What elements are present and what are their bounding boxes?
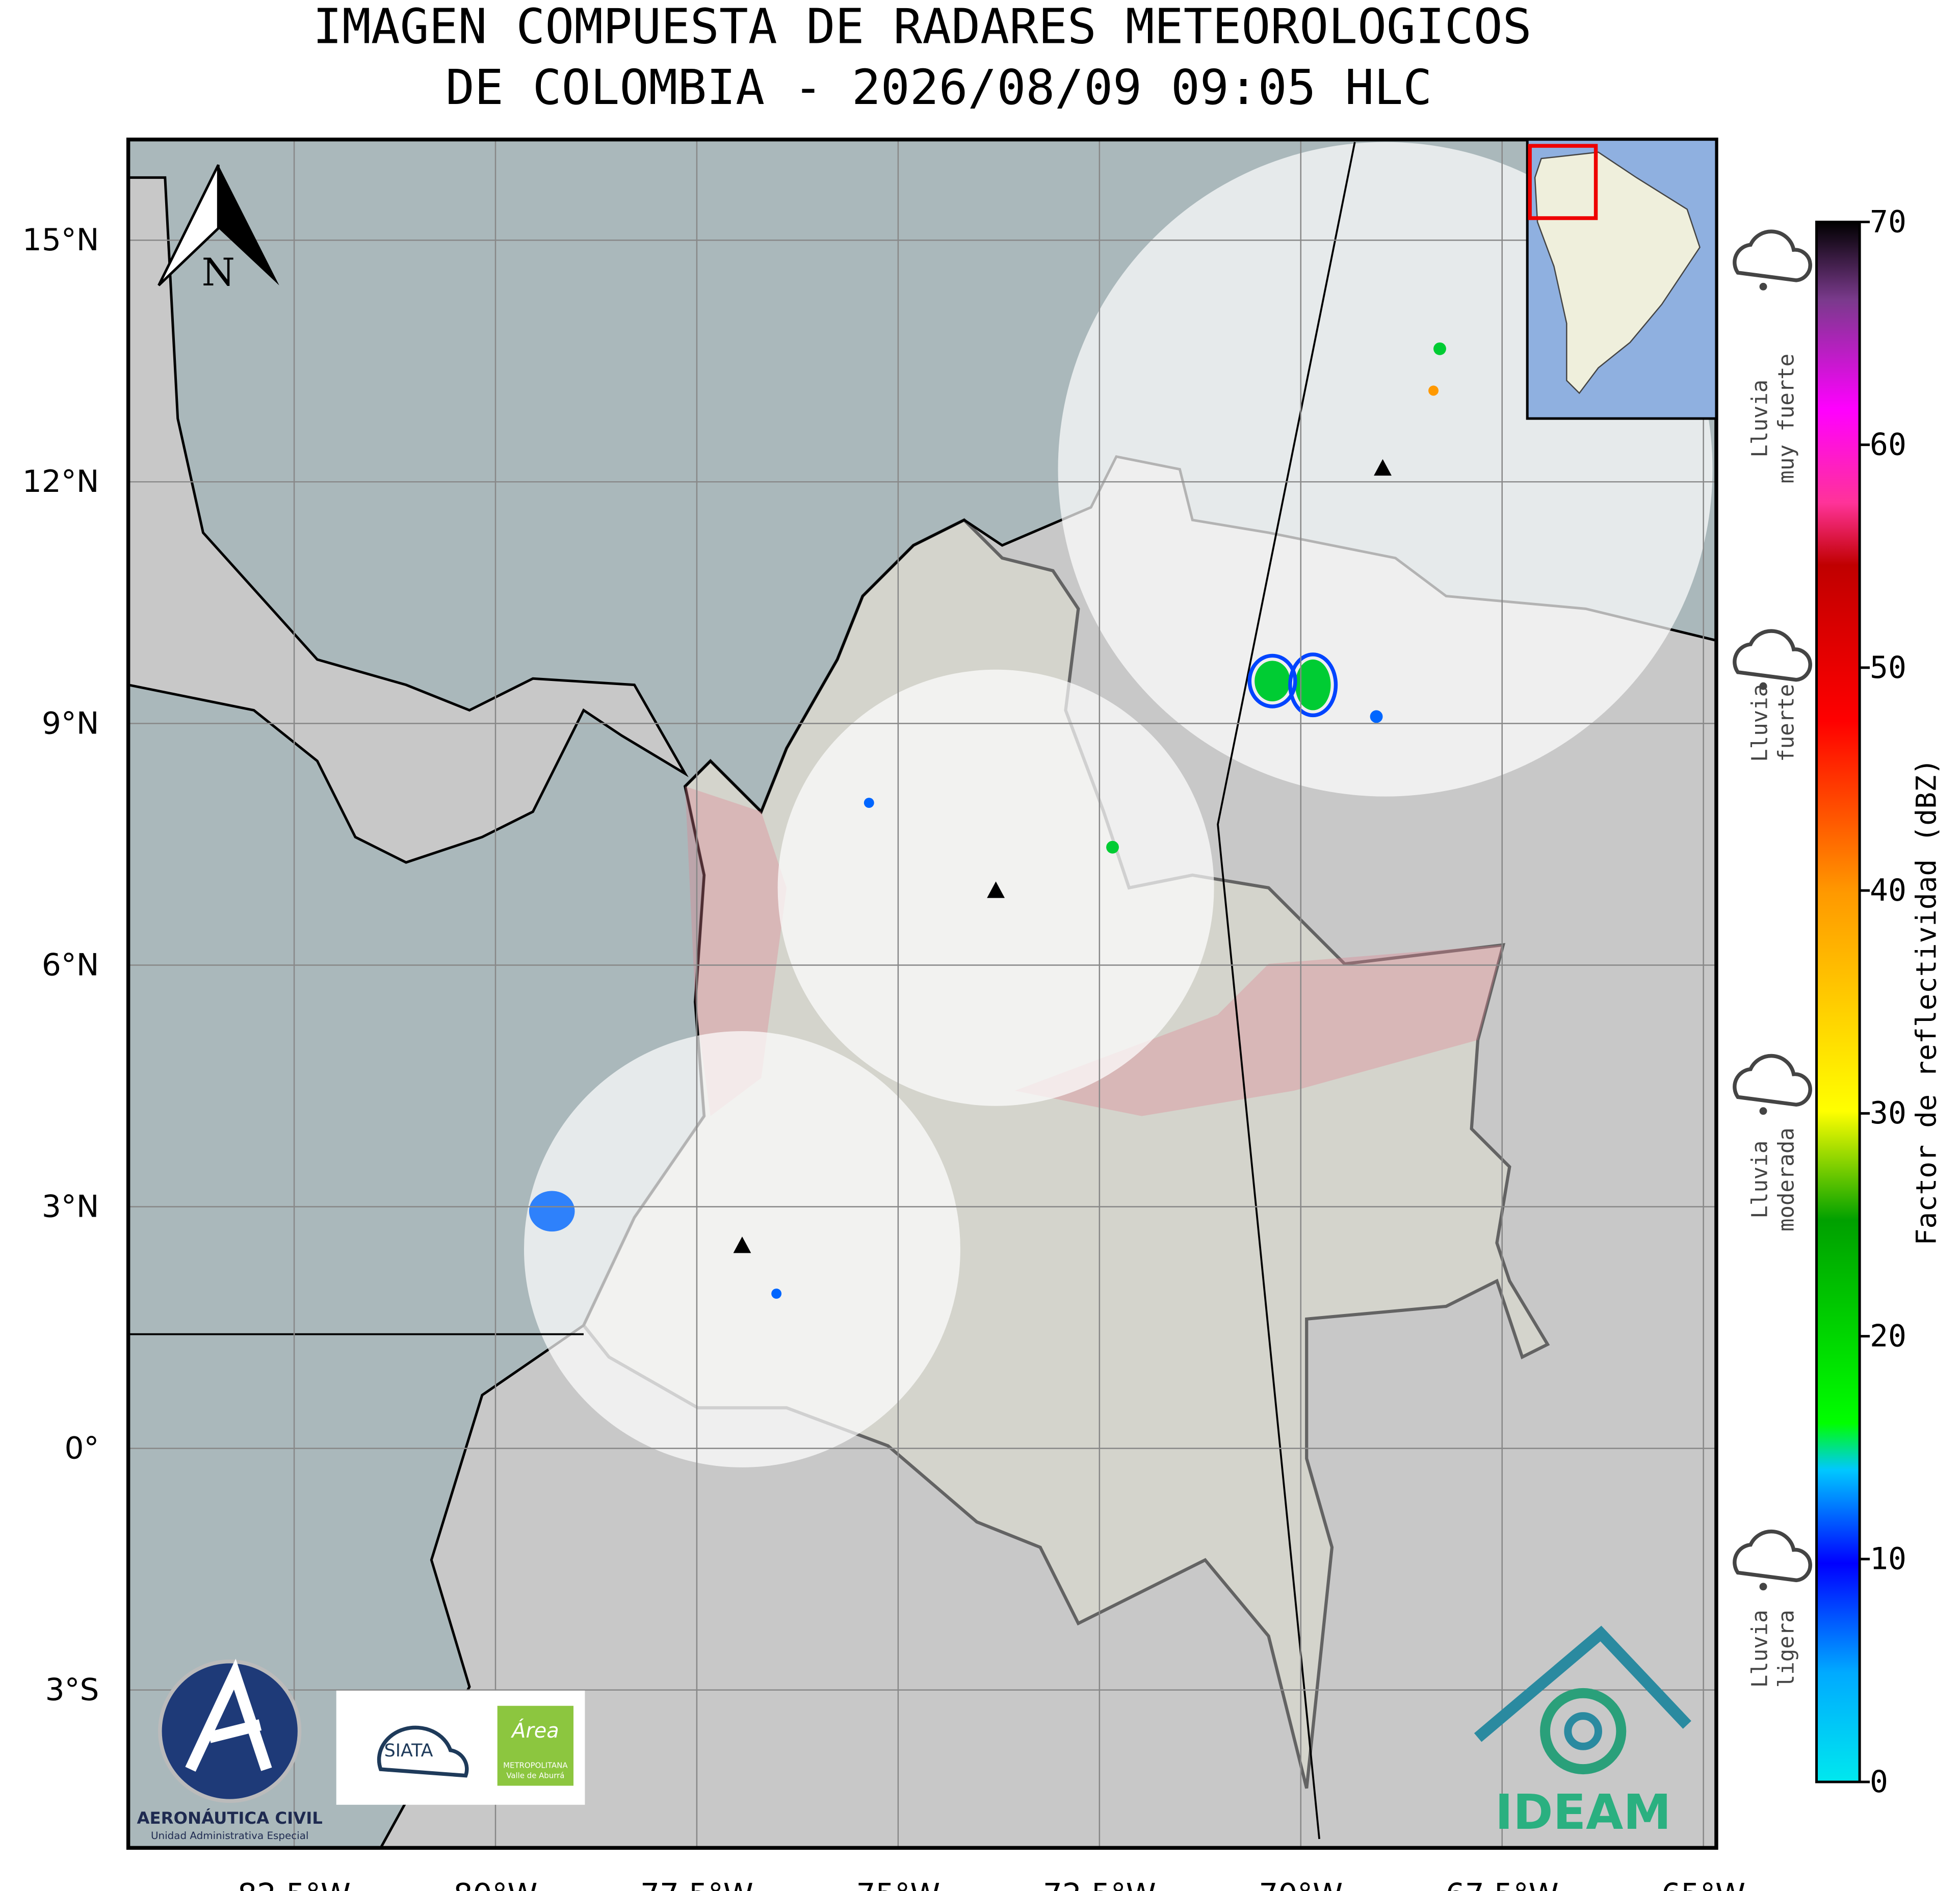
- colorbar-label: Factor de reflectividad (dBZ): [1910, 758, 1942, 1246]
- rain-label: ligera: [1774, 1610, 1799, 1688]
- colorbar-tick-label: 20: [1870, 1319, 1906, 1354]
- rain-label: fuerte: [1774, 684, 1799, 762]
- axes: 82.5°W 80°W 77.5°W 75°W 72.5°W 70°W 67.5°W 65°W…: [22, 204, 1906, 1891]
- colorbar: [1815, 220, 1861, 1783]
- rain-category: Lluvia moderada: [1733, 1054, 1812, 1231]
- rain-label: muy fuerte: [1774, 354, 1799, 484]
- x-tick-label: 77.5°W: [640, 1877, 753, 1891]
- radar-site: [987, 881, 1005, 898]
- ideam-logo: IDEAM: [1474, 1625, 1691, 1841]
- x-tick-label: 72.5°W: [1043, 1877, 1156, 1891]
- y-tick-label: 9°N: [42, 706, 99, 741]
- colorbar-tick-label: 10: [1870, 1542, 1906, 1577]
- rain-drop: [1759, 1583, 1767, 1591]
- radar-site: [1374, 459, 1392, 476]
- x-tick-label: 82.5°W: [238, 1877, 351, 1891]
- radar-site: [733, 1237, 751, 1253]
- boundary-line: [1217, 142, 1356, 1840]
- colorbar-tick-label: 60: [1870, 428, 1906, 463]
- colorbar-tick-label: 50: [1870, 650, 1906, 686]
- inset-map: [1526, 138, 1718, 420]
- y-tick-label: 3°N: [42, 1189, 99, 1224]
- siata-area-logos: SIATA Área METROPOLITANA Valle de Aburrá: [336, 1690, 585, 1805]
- region-shade: [1014, 944, 1503, 1116]
- rain-label: Lluvia: [1747, 380, 1772, 458]
- weather-icon: [1733, 1054, 1812, 1107]
- title-line: IMAGEN COMPUESTA DE RADARES METEOROLOGIC…: [313, 0, 1532, 55]
- aerocivil-logo: AERONÁUTICA CIVIL Unidad Administrativa …: [137, 1659, 323, 1842]
- rain-drop: [1759, 282, 1767, 291]
- logo-text: IDEAM: [1495, 1784, 1671, 1841]
- logo-text: AERONÁUTICA CIVIL: [137, 1808, 323, 1828]
- north-label: N: [202, 250, 235, 295]
- rain-drop: [1759, 682, 1767, 690]
- radar-echoes: [529, 342, 1446, 1299]
- rain-label: Lluvia: [1747, 1610, 1772, 1688]
- x-tick-label: 67.5°W: [1446, 1877, 1559, 1891]
- colorbar-tick-label: 0: [1870, 1765, 1888, 1800]
- x-tick-label: 75°W: [856, 1877, 940, 1891]
- map-area: [128, 139, 1716, 1848]
- weather-icon: [1733, 229, 1812, 282]
- colorbar-tick-label: 30: [1870, 1096, 1906, 1131]
- rain-category: Lluvia ligera: [1733, 1529, 1812, 1688]
- rain-label: moderada: [1774, 1127, 1799, 1231]
- logo-text: Valle de Aburrá: [506, 1771, 564, 1780]
- logo-text: METROPOLITANA: [503, 1761, 568, 1770]
- map-frame: [126, 137, 1718, 1850]
- colorbar-tick-label: 70: [1870, 204, 1906, 240]
- colorbar-tick-label: 40: [1870, 873, 1906, 908]
- weather-icon: [1733, 629, 1812, 682]
- rain-drop: [1759, 1107, 1767, 1115]
- grid: [128, 139, 1716, 1848]
- rain-label: Lluvia: [1747, 1141, 1772, 1219]
- logo-text: Área: [510, 1719, 559, 1743]
- central-america-land: [128, 176, 689, 864]
- y-tick-label: 0°: [65, 1431, 99, 1466]
- rain-label: Lluvia: [1747, 684, 1772, 762]
- y-tick-label: 6°N: [42, 948, 99, 983]
- y-tick-label: 12°N: [22, 464, 99, 500]
- y-tick-label: 3°S: [45, 1673, 99, 1708]
- title-line: DE COLOMBIA - 2026/08/09 09:05 HLC: [446, 60, 1432, 116]
- y-tick-label: 15°N: [22, 223, 99, 258]
- x-tick-label: 80°W: [454, 1877, 538, 1891]
- logo-text: SIATA: [384, 1741, 433, 1761]
- x-tick-label: 65°W: [1661, 1877, 1745, 1891]
- weather-icon: [1733, 1529, 1812, 1583]
- rain-category: Lluvia muy fuerte: [1733, 229, 1812, 484]
- rain-category: Lluvia fuerte: [1733, 629, 1812, 762]
- x-tick-label: 70°W: [1259, 1877, 1343, 1891]
- logo-text: Unidad Administrativa Especial: [151, 1830, 308, 1842]
